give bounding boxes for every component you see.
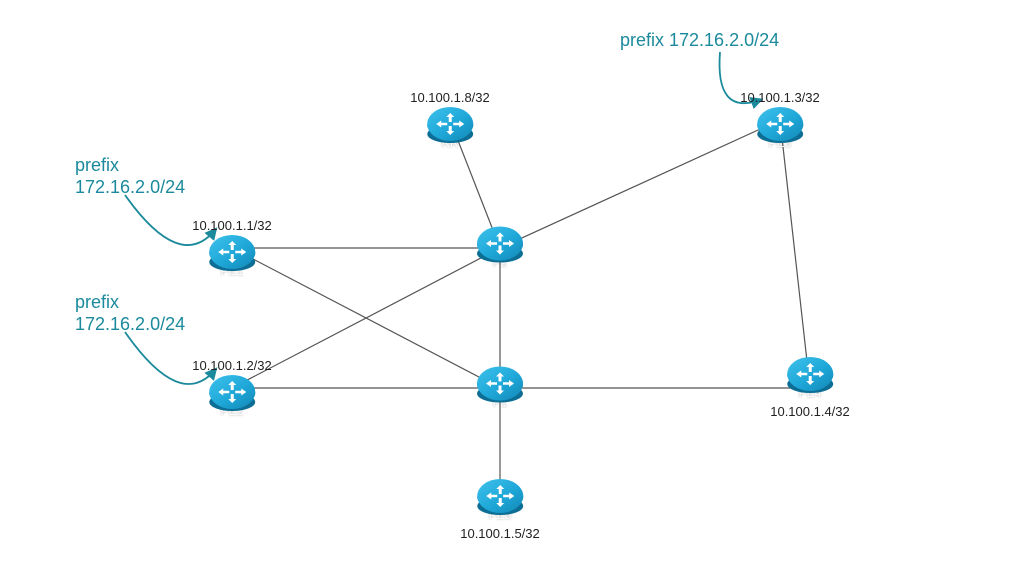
prefix-annotation: prefix 172.16.2.0/24 [620, 30, 779, 52]
router-icon [209, 235, 255, 281]
node-rr: 10.100.1.8/32 RR [410, 90, 490, 150]
node-pe1: 10.100.1.1/32 PE1 [192, 218, 272, 278]
ip-label: 10.100.1.1/32 [192, 218, 272, 233]
router-icon [477, 479, 523, 525]
prefix-annotation: prefix 172.16.2.0/24 [75, 155, 185, 198]
router-icon [477, 367, 523, 413]
router-icon [787, 357, 833, 403]
router-icon [757, 107, 803, 153]
node-pe2: 10.100.1.2/32 PE2 [192, 358, 272, 418]
node-pe3: 10.100.1.3/32 PE3 [740, 90, 820, 150]
router-icon [477, 227, 523, 273]
prefix-annotation: prefix 172.16.2.0/24 [75, 292, 185, 335]
router-icon [209, 375, 255, 421]
ip-label: 10.100.1.2/32 [192, 358, 272, 373]
network-diagram: { "diagram": { "type": "network", "backg… [0, 0, 1024, 576]
ip-label: 10.100.1.8/32 [410, 90, 490, 105]
node-p2: P2 [477, 227, 523, 270]
ip-label: 10.100.1.3/32 [740, 90, 820, 105]
node-pe5: PE510.100.1.5/32 [460, 479, 540, 541]
router-icon [427, 107, 473, 153]
ip-label: 10.100.1.4/32 [770, 404, 850, 419]
ip-label: 10.100.1.5/32 [460, 526, 540, 541]
node-p1: P1 [477, 367, 523, 410]
node-pe4: PE410.100.1.4/32 [770, 357, 850, 419]
